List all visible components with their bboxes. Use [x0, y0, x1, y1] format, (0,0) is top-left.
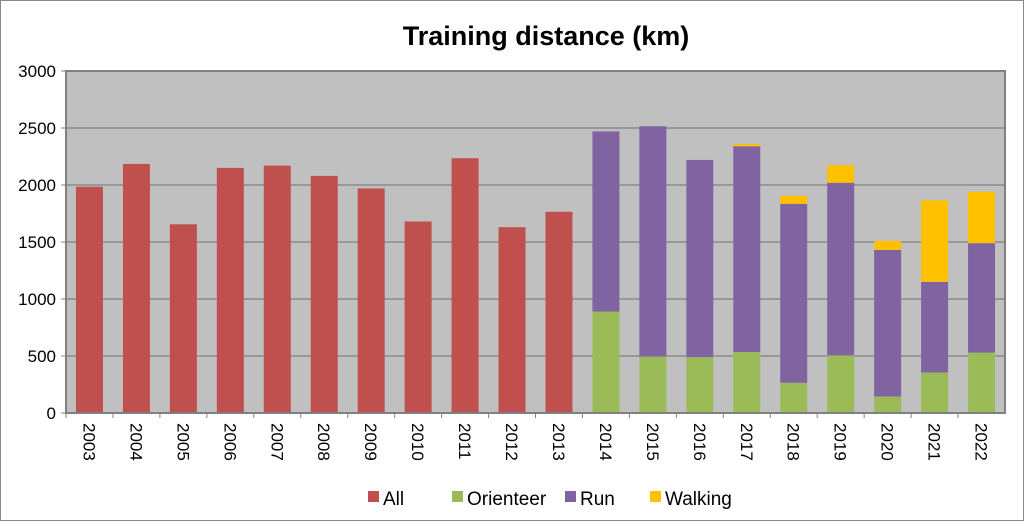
x-tick-label: 2005 — [173, 423, 192, 461]
bar-all-2006 — [216, 167, 244, 413]
legend: All Orienteer Run Walking — [368, 489, 732, 510]
y-tick-label: 3000 — [18, 62, 56, 81]
x-tick-label: 2010 — [408, 423, 427, 461]
legend-swatch — [368, 491, 379, 502]
bar-all-2007 — [263, 165, 291, 413]
legend-item-walking: Walking — [650, 489, 732, 510]
bar-orienteer-2020 — [874, 396, 902, 413]
bar-orienteer-2021 — [921, 372, 949, 413]
bar-orienteer-2018 — [780, 382, 808, 413]
legend-swatch — [452, 491, 463, 502]
bar-run-2015 — [639, 126, 667, 357]
bar-run-2019 — [827, 182, 855, 356]
x-tick-label: 2014 — [596, 423, 615, 461]
legend-swatch — [650, 491, 661, 502]
bar-orienteer-2022 — [968, 352, 996, 413]
legend-swatch — [565, 491, 576, 502]
legend-label: Orienteer — [467, 489, 547, 510]
bar-walking-2017 — [733, 143, 761, 147]
bar-all-2012 — [498, 227, 526, 413]
y-tick-label: 0 — [47, 404, 56, 423]
x-tick-label: 2016 — [690, 423, 709, 461]
bar-orienteer-2014 — [592, 311, 620, 413]
x-tick-label: 2017 — [737, 423, 756, 461]
x-tick-label: 2019 — [831, 423, 850, 461]
bar-all-2008 — [310, 175, 338, 413]
bar-run-2022 — [968, 243, 996, 353]
x-tick-label: 2022 — [972, 423, 991, 461]
x-tick-label: 2018 — [784, 423, 803, 461]
bar-orienteer-2019 — [827, 355, 855, 413]
x-tick-label: 2007 — [267, 423, 286, 461]
legend-label: Walking — [665, 489, 732, 510]
y-tick-label: 1500 — [18, 233, 56, 252]
x-tick-label: 2011 — [455, 423, 474, 460]
bar-all-2013 — [545, 211, 573, 413]
bar-run-2020 — [874, 249, 902, 397]
bar-walking-2020 — [874, 240, 902, 250]
x-tick-label: 2006 — [220, 423, 239, 461]
y-tick-label: 1000 — [18, 290, 56, 309]
x-tick-label: 2008 — [314, 423, 333, 461]
bar-run-2014 — [592, 131, 620, 312]
bar-all-2003 — [75, 186, 103, 413]
legend-item-all: All — [368, 489, 404, 510]
x-tick-label: 2012 — [502, 423, 521, 461]
y-tick-label: 2000 — [18, 176, 56, 195]
x-tick-label: 2004 — [126, 423, 145, 461]
bar-all-2004 — [122, 163, 150, 413]
legend-item-orienteer: Orienteer — [452, 489, 547, 510]
x-tick-label: 2021 — [925, 423, 944, 461]
bar-walking-2018 — [780, 195, 808, 204]
bar-run-2016 — [686, 159, 714, 358]
bar-walking-2021 — [921, 200, 949, 282]
bar-run-2017 — [733, 146, 761, 353]
bar-orienteer-2017 — [733, 352, 761, 413]
bar-orienteer-2016 — [686, 357, 714, 413]
bar-all-2005 — [169, 224, 197, 413]
bar-all-2010 — [404, 221, 432, 413]
bar-orienteer-2015 — [639, 356, 667, 413]
bar-run-2021 — [921, 281, 949, 373]
y-tick-label: 2500 — [18, 119, 56, 138]
x-tick-label: 2013 — [549, 423, 568, 461]
chart-title: Training distance (km) — [403, 21, 690, 51]
bar-walking-2022 — [968, 191, 996, 244]
y-tick-label: 500 — [28, 347, 56, 366]
x-tick-label: 2020 — [878, 423, 897, 461]
x-tick-label: 2009 — [361, 423, 380, 461]
legend-label: Run — [580, 489, 615, 510]
x-tick-label: 2003 — [79, 423, 98, 461]
legend-label: All — [383, 489, 404, 510]
bar-all-2009 — [357, 188, 385, 413]
x-tick-label: 2015 — [643, 423, 662, 461]
legend-item-run: Run — [565, 489, 615, 510]
plot-area: 0 500 1000 1500 2000 2500 3000 2003 2004 2005 2006… — [18, 62, 1006, 461]
bar-run-2018 — [780, 203, 808, 383]
bar-all-2011 — [451, 158, 479, 413]
bar-walking-2019 — [827, 165, 855, 183]
